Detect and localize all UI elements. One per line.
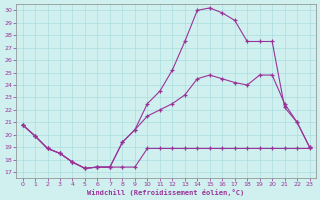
X-axis label: Windchill (Refroidissement éolien,°C): Windchill (Refroidissement éolien,°C) [87, 189, 245, 196]
